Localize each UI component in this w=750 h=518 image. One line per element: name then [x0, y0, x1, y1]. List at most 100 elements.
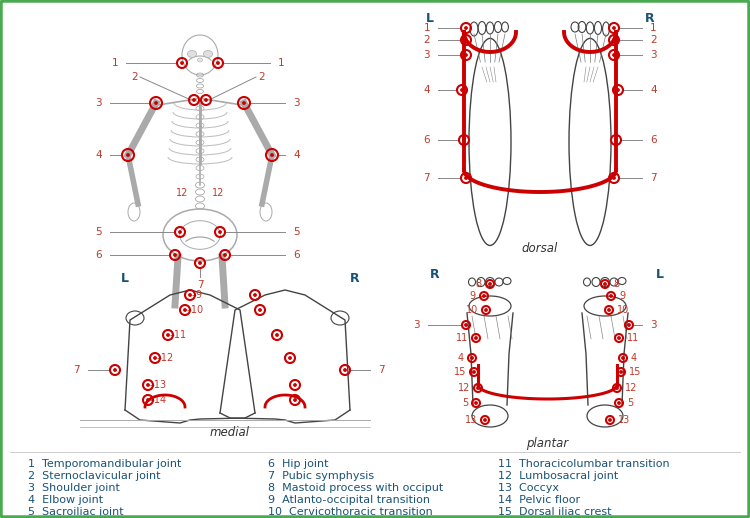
Text: 4: 4 — [95, 150, 102, 160]
Text: 7: 7 — [423, 173, 430, 183]
Circle shape — [271, 154, 273, 156]
Circle shape — [628, 324, 630, 326]
Text: plantar: plantar — [526, 437, 568, 450]
Circle shape — [294, 399, 296, 401]
Circle shape — [174, 254, 176, 256]
Text: 2: 2 — [423, 35, 430, 45]
Circle shape — [622, 357, 624, 359]
Text: –11: –11 — [170, 330, 188, 340]
Ellipse shape — [188, 50, 196, 57]
Circle shape — [465, 177, 467, 179]
Text: 7  Pubic symphysis: 7 Pubic symphysis — [268, 471, 374, 481]
Text: –12: –12 — [157, 353, 174, 363]
Text: 6: 6 — [95, 250, 102, 260]
Text: 2: 2 — [131, 72, 138, 82]
Circle shape — [154, 357, 156, 359]
Circle shape — [610, 295, 612, 297]
Text: 12: 12 — [212, 188, 224, 198]
Circle shape — [484, 419, 486, 421]
Text: 6: 6 — [650, 135, 657, 145]
Text: –9: –9 — [192, 290, 203, 300]
Circle shape — [618, 337, 620, 339]
Circle shape — [472, 371, 476, 373]
Circle shape — [184, 309, 186, 311]
Text: 3: 3 — [293, 98, 299, 108]
Text: 1: 1 — [111, 58, 118, 68]
Circle shape — [344, 369, 346, 371]
Circle shape — [604, 283, 606, 285]
Circle shape — [475, 337, 477, 339]
Text: R: R — [645, 11, 655, 24]
Text: L: L — [121, 271, 129, 284]
Text: 4  Elbow joint: 4 Elbow joint — [28, 495, 103, 505]
Text: 11: 11 — [627, 333, 639, 343]
Text: 12: 12 — [625, 383, 638, 393]
Circle shape — [114, 369, 116, 371]
Circle shape — [465, 27, 467, 29]
Text: 5: 5 — [95, 227, 102, 237]
Circle shape — [620, 371, 622, 373]
Text: 12: 12 — [458, 383, 470, 393]
Text: 9  Atlanto-occipital transition: 9 Atlanto-occipital transition — [268, 495, 430, 505]
Text: 6: 6 — [423, 135, 430, 145]
Text: L: L — [426, 11, 434, 24]
Text: 5: 5 — [462, 398, 468, 408]
Circle shape — [127, 154, 129, 156]
Text: 3: 3 — [95, 98, 102, 108]
Text: R: R — [430, 268, 439, 281]
Text: –13: –13 — [150, 380, 167, 390]
Circle shape — [294, 384, 296, 386]
Text: 7: 7 — [650, 173, 657, 183]
Text: 3: 3 — [423, 50, 430, 60]
Ellipse shape — [197, 58, 202, 62]
Text: –10: –10 — [187, 305, 204, 315]
Circle shape — [477, 387, 479, 389]
Text: 13  Coccyx: 13 Coccyx — [498, 483, 559, 493]
Circle shape — [608, 309, 610, 311]
Text: 5: 5 — [293, 227, 299, 237]
Text: 10  Cervicothoracic transition: 10 Cervicothoracic transition — [268, 507, 433, 517]
Circle shape — [254, 294, 257, 296]
Text: 11: 11 — [456, 333, 468, 343]
Circle shape — [276, 334, 278, 336]
Circle shape — [613, 177, 615, 179]
Circle shape — [243, 102, 245, 104]
Circle shape — [615, 139, 617, 141]
Circle shape — [484, 309, 488, 311]
Text: –14: –14 — [150, 395, 167, 405]
Circle shape — [205, 99, 207, 101]
Circle shape — [483, 295, 485, 297]
Text: medial: medial — [210, 425, 250, 439]
Text: 4: 4 — [650, 85, 657, 95]
Circle shape — [259, 309, 261, 311]
Text: 9: 9 — [619, 291, 626, 301]
Circle shape — [613, 27, 615, 29]
Text: 5  Sacroiliac joint: 5 Sacroiliac joint — [28, 507, 124, 517]
Text: 2  Sternoclavicular joint: 2 Sternoclavicular joint — [28, 471, 160, 481]
Text: 12  Lumbosacral joint: 12 Lumbosacral joint — [498, 471, 618, 481]
Circle shape — [154, 102, 158, 104]
Text: 4: 4 — [631, 353, 637, 363]
Circle shape — [609, 419, 611, 421]
Circle shape — [618, 402, 620, 404]
Text: 4: 4 — [423, 85, 430, 95]
Circle shape — [289, 357, 291, 359]
Text: 13: 13 — [465, 415, 477, 425]
Circle shape — [489, 283, 491, 285]
Text: R: R — [350, 271, 360, 284]
Circle shape — [475, 402, 477, 404]
Text: 8: 8 — [613, 279, 620, 289]
Circle shape — [465, 54, 467, 56]
Circle shape — [178, 231, 182, 233]
Text: 6  Hip joint: 6 Hip joint — [268, 459, 328, 469]
Text: 4: 4 — [458, 353, 464, 363]
Circle shape — [465, 39, 467, 41]
Text: 1: 1 — [423, 23, 430, 33]
Circle shape — [147, 399, 149, 401]
Text: 10: 10 — [617, 305, 629, 315]
Circle shape — [465, 324, 467, 326]
Text: 11  Thoracicolumbar transition: 11 Thoracicolumbar transition — [498, 459, 670, 469]
Circle shape — [181, 62, 183, 64]
Text: 1: 1 — [278, 58, 285, 68]
Circle shape — [199, 262, 201, 264]
